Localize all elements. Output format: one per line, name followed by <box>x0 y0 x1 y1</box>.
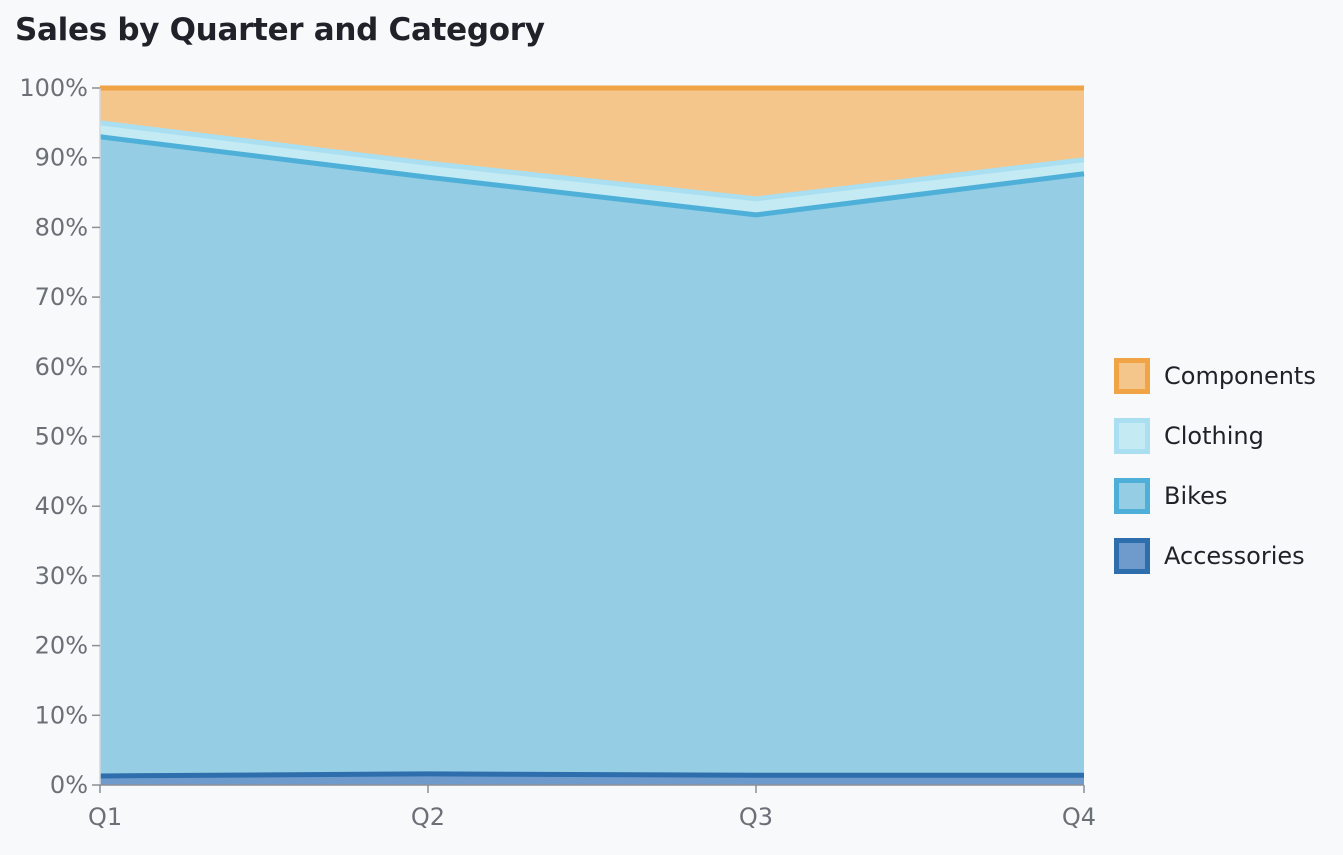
y-tick-label: 60% <box>35 353 88 381</box>
x-tick-label: Q4 <box>1062 803 1096 831</box>
y-tick-label: 0% <box>50 771 88 799</box>
y-tick-label: 80% <box>35 213 88 241</box>
y-tick-label: 50% <box>35 423 88 451</box>
legend-label-accessories: Accessories <box>1164 542 1305 570</box>
x-tick-label: Q3 <box>739 803 773 831</box>
legend-item-components[interactable]: Components <box>1114 346 1316 406</box>
chart-title: Sales by Quarter and Category <box>15 12 545 48</box>
legend-item-clothing[interactable]: Clothing <box>1114 406 1316 466</box>
legend-label-bikes: Bikes <box>1164 482 1228 510</box>
legend-label-clothing: Clothing <box>1164 422 1264 450</box>
area-components <box>100 88 1084 199</box>
legend: Components Clothing Bikes Accessories <box>1114 346 1316 586</box>
area-bikes <box>100 136 1084 776</box>
y-tick-label: 40% <box>35 492 88 520</box>
y-tick-label: 100% <box>19 74 88 102</box>
y-tick-label: 10% <box>35 701 88 729</box>
line-clothing <box>99 120 1085 202</box>
y-tick-label: 90% <box>35 144 88 172</box>
legend-swatch-accessories <box>1114 538 1150 574</box>
legend-swatch-bikes <box>1114 478 1150 514</box>
legend-swatch-components <box>1114 358 1150 394</box>
x-tick-label: Q1 <box>88 803 122 831</box>
x-tick-label: Q2 <box>411 803 445 831</box>
y-tick-label: 20% <box>35 632 88 660</box>
legend-item-bikes[interactable]: Bikes <box>1114 466 1316 526</box>
line-bikes <box>99 134 1085 218</box>
legend-label-components: Components <box>1164 362 1316 390</box>
area-clothing <box>100 122 1084 215</box>
legend-item-accessories[interactable]: Accessories <box>1114 526 1316 586</box>
legend-swatch-clothing <box>1114 418 1150 454</box>
y-tick-label: 70% <box>35 283 88 311</box>
line-accessories <box>99 771 1084 779</box>
y-tick-label: 30% <box>35 562 88 590</box>
